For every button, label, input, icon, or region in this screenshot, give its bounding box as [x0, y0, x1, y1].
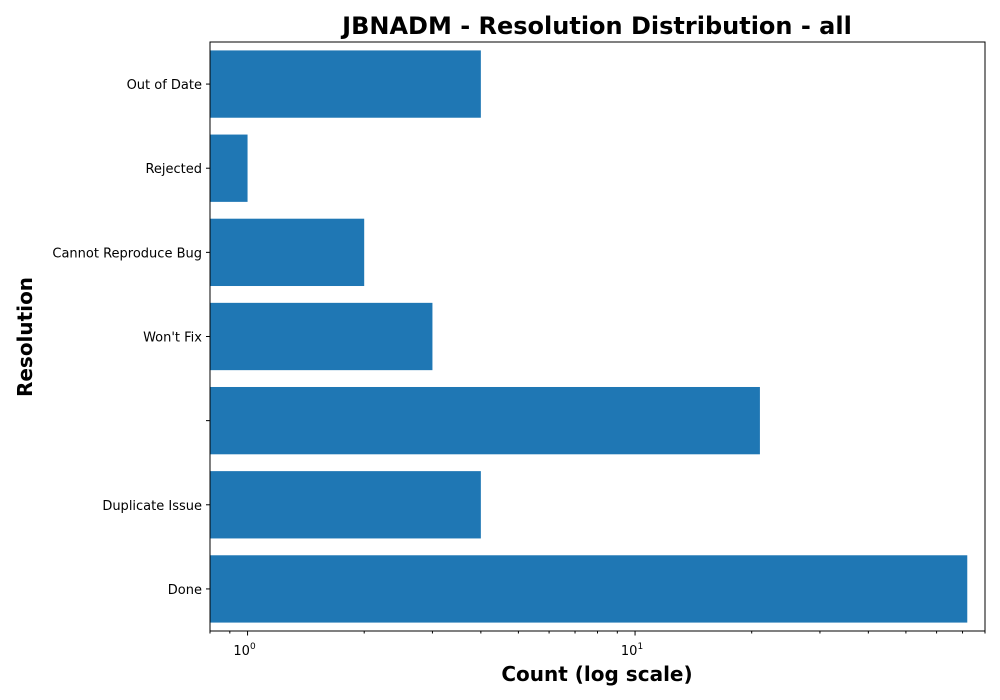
- y-axis-label: Resolution: [13, 277, 37, 397]
- y-tick-label: Rejected: [145, 162, 202, 177]
- bar-rejected: [210, 134, 248, 202]
- bar-duplicate-issue: [210, 471, 481, 539]
- bar-won-t-fix: [210, 302, 433, 371]
- x-axis-ticks: 100 101: [209, 631, 986, 659]
- x-tick-exponent: 0: [250, 642, 256, 652]
- y-tick-label: Done: [168, 583, 202, 598]
- y-tick-label: Out of Date: [127, 78, 202, 93]
- bars-group: [210, 50, 968, 623]
- y-tick-label: Duplicate Issue: [102, 499, 202, 514]
- chart-title: JBNADM - Resolution Distribution - all: [340, 12, 852, 40]
- x-axis-label: Count (log scale): [501, 662, 692, 686]
- bar-done: [210, 555, 968, 623]
- x-tick-label: 101: [621, 642, 643, 659]
- x-tick-exponent: 1: [637, 642, 643, 652]
- bar-out-of-date: [210, 50, 481, 118]
- x-tick-label: 100: [233, 642, 256, 659]
- bar-blank: [210, 386, 760, 455]
- y-axis-ticks: Done Duplicate Issue Won't Fix Cannot Repro…: [52, 78, 210, 598]
- plot-frame: [209, 41, 986, 632]
- y-tick-label: Won't Fix: [143, 331, 202, 346]
- y-tick-label: Cannot Reproduce Bug: [52, 246, 202, 261]
- bar-cannot-reproduce-bug: [210, 218, 365, 287]
